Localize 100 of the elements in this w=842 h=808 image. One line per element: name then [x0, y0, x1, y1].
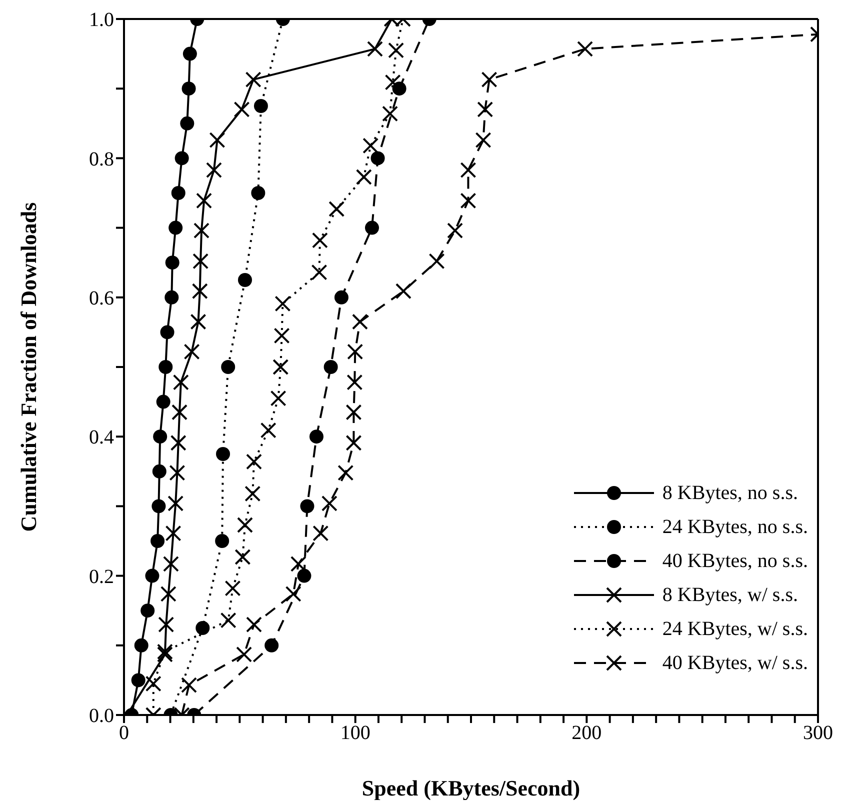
point	[160, 325, 174, 340]
point	[251, 186, 266, 200]
point	[334, 290, 348, 304]
point	[324, 360, 338, 374]
point	[131, 673, 146, 688]
point	[388, 42, 404, 58]
point	[392, 82, 406, 96]
point	[171, 186, 186, 200]
point	[164, 290, 179, 304]
point	[577, 40, 594, 57]
point	[338, 464, 354, 481]
point	[170, 434, 186, 451]
point	[215, 534, 230, 548]
point	[274, 328, 290, 344]
point	[169, 464, 186, 481]
x-axis-title: Speed (KBytes/Second)	[362, 776, 580, 801]
point	[244, 486, 261, 502]
y-tick-label: 0.8	[89, 148, 114, 170]
point	[206, 162, 222, 178]
point	[145, 676, 162, 692]
point	[321, 495, 338, 512]
point	[362, 138, 379, 154]
point	[158, 360, 173, 374]
point	[270, 390, 286, 406]
point	[172, 404, 188, 420]
point	[312, 232, 328, 248]
y-tick-label: 0.0	[89, 705, 114, 728]
point	[145, 568, 160, 583]
point	[168, 495, 184, 512]
point	[460, 192, 476, 209]
point	[285, 586, 302, 602]
point	[165, 525, 182, 542]
point	[234, 101, 250, 118]
point	[192, 253, 209, 270]
point	[309, 430, 324, 444]
y-tick-label: 0.2	[89, 566, 114, 588]
point	[346, 434, 362, 451]
point	[192, 283, 208, 300]
point	[216, 447, 230, 461]
x-tick-label: 100	[340, 722, 370, 744]
point	[196, 192, 212, 209]
point	[165, 256, 180, 270]
point	[395, 283, 412, 300]
point	[384, 74, 401, 90]
x-tick-label: 200	[572, 722, 602, 744]
point	[160, 586, 176, 602]
point	[346, 374, 363, 390]
point	[300, 499, 314, 514]
legend-label: 40 KBytes, w/ s.s.	[662, 651, 808, 676]
y-tick-label: 0.6	[89, 288, 114, 310]
point	[140, 604, 155, 618]
point	[290, 556, 306, 572]
point	[184, 344, 200, 360]
point	[356, 168, 372, 185]
point	[236, 516, 253, 533]
point	[382, 106, 398, 122]
point	[238, 273, 252, 287]
point	[477, 101, 494, 118]
point	[196, 621, 210, 635]
point	[352, 314, 368, 330]
point	[153, 430, 168, 444]
point	[193, 222, 210, 239]
point	[346, 404, 362, 420]
point	[246, 454, 262, 470]
point	[260, 422, 276, 438]
point	[220, 612, 236, 628]
point	[254, 99, 268, 113]
legend-label: 8 KBytes, w/ s.s.	[662, 583, 798, 608]
point	[182, 46, 197, 61]
point	[370, 151, 385, 166]
point	[475, 132, 492, 148]
point	[162, 556, 179, 572]
point	[328, 201, 345, 218]
legend-label: 40 KBytes, no s.s.	[662, 549, 808, 574]
point	[158, 616, 174, 633]
y-tick-label: 1.0	[89, 9, 114, 32]
point	[312, 525, 329, 542]
point	[272, 359, 289, 375]
point	[245, 72, 262, 88]
point	[182, 82, 196, 96]
point	[150, 534, 165, 548]
point	[168, 220, 183, 235]
x-tick-label: 0	[119, 722, 129, 744]
legend-label: 24 KBytes, w/ s.s.	[662, 617, 808, 642]
y-tick-label: 0.4	[89, 426, 114, 449]
point	[180, 116, 194, 130]
point	[190, 314, 206, 330]
point	[174, 151, 189, 166]
point	[481, 72, 498, 88]
legend-label: 8 KBytes, no s.s.	[662, 481, 798, 506]
point	[447, 222, 464, 239]
point	[221, 360, 236, 374]
point	[209, 132, 226, 148]
point	[156, 394, 170, 409]
point	[152, 499, 166, 514]
y-axis-title: Cumulative Fraction of Downloads	[16, 202, 41, 532]
point	[246, 616, 262, 633]
point	[364, 220, 379, 235]
point	[224, 580, 241, 596]
point	[181, 677, 198, 694]
